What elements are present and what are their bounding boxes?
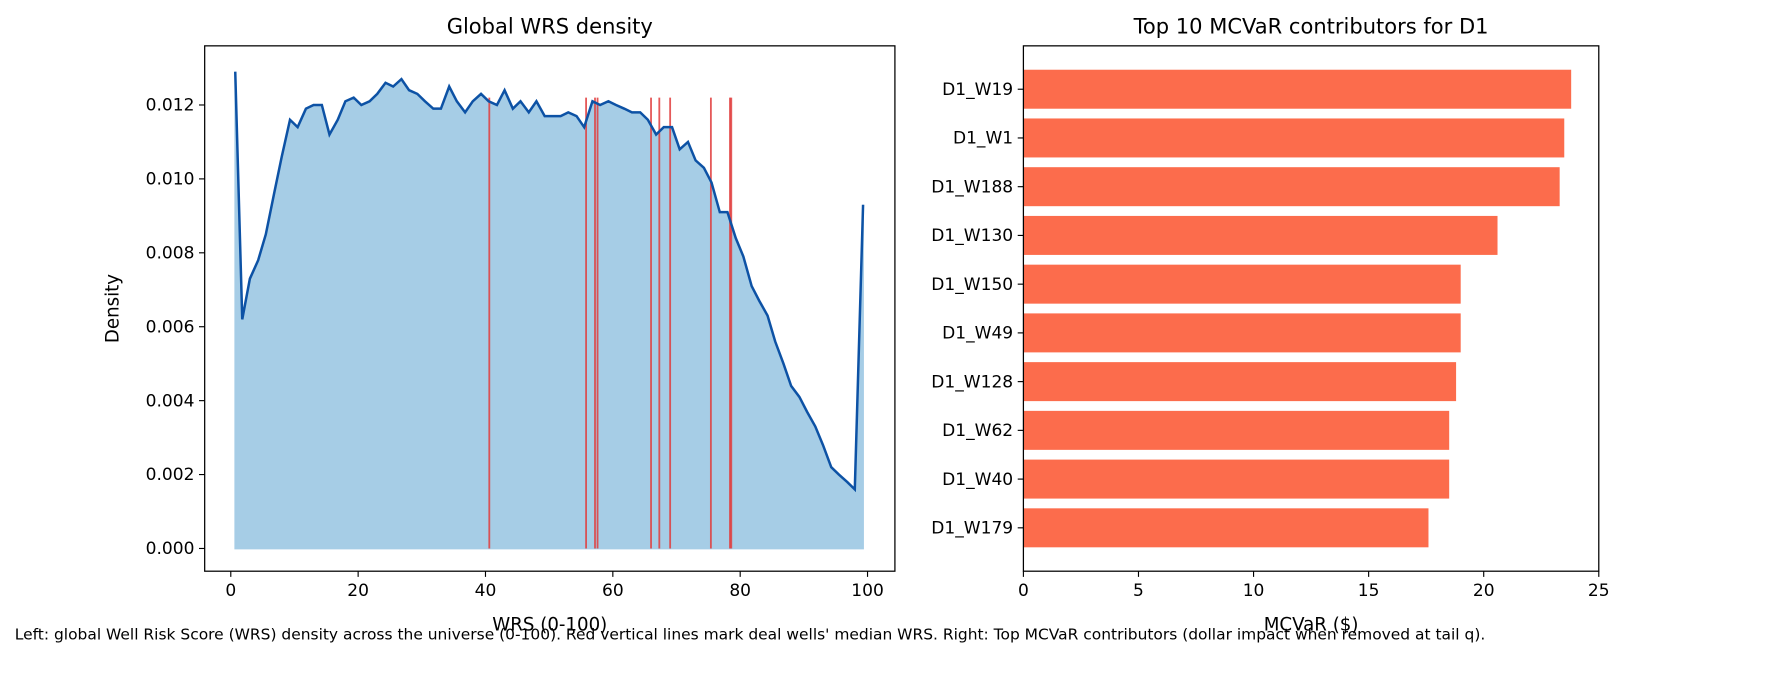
x-tick-label: 20 xyxy=(1473,581,1495,601)
bar xyxy=(1023,118,1565,158)
y-tick-label: 0.008 xyxy=(146,243,195,263)
y-tick-label: D1_W49 xyxy=(942,324,1013,344)
x-tick-label: 10 xyxy=(1243,581,1265,601)
y-tick-label: 0.010 xyxy=(146,170,195,190)
y-tick-label: 0.000 xyxy=(146,539,195,559)
y-tick-label: D1_W179 xyxy=(931,519,1013,539)
density-area xyxy=(234,71,864,550)
y-tick-label: D1_W19 xyxy=(942,80,1013,100)
chart-title: Top 10 MCVaR contributors for D1 xyxy=(1133,13,1489,38)
bar xyxy=(1023,459,1450,499)
x-tick-label: 40 xyxy=(475,581,497,601)
y-tick-label: 0.012 xyxy=(146,96,195,116)
y-tick-label: D1_W62 xyxy=(942,421,1013,441)
y-tick-label: 0.002 xyxy=(146,465,195,485)
x-tick-label: 5 xyxy=(1133,581,1144,601)
bar xyxy=(1023,264,1461,304)
caption-box: Left: global Well Risk Score (WRS) densi… xyxy=(14,625,1486,644)
axes-frame xyxy=(204,45,896,572)
bar xyxy=(1023,362,1457,402)
density-line xyxy=(233,71,865,493)
y-tick-label: D1_W150 xyxy=(931,275,1013,295)
x-tick-label: 0 xyxy=(225,581,236,601)
bar xyxy=(1023,410,1450,450)
caption: Left: global Well Risk Score (WRS) densi… xyxy=(14,625,1486,644)
y-tick-label: D1_W188 xyxy=(931,177,1013,197)
chart-title: Global WRS density xyxy=(447,13,653,38)
x-tick-label: 80 xyxy=(729,581,751,601)
y-axis-label: Density xyxy=(102,274,123,343)
bar xyxy=(1023,215,1498,255)
x-tick-label: 20 xyxy=(347,581,369,601)
x-tick-label: 15 xyxy=(1358,581,1380,601)
x-tick-label: 25 xyxy=(1588,581,1610,601)
bar xyxy=(1023,508,1429,548)
bar xyxy=(1023,167,1560,207)
axes-frame xyxy=(1022,45,1600,572)
y-tick-label: D1_W40 xyxy=(942,470,1013,490)
y-tick-label: D1_W1 xyxy=(953,129,1013,149)
x-axis-label: MCVaR ($) xyxy=(1264,614,1359,635)
bar xyxy=(1023,313,1461,353)
y-tick-label: D1_W130 xyxy=(931,226,1013,246)
y-tick-label: D1_W128 xyxy=(931,372,1013,392)
x-tick-label: 100 xyxy=(851,581,884,601)
y-tick-label: 0.006 xyxy=(146,317,195,337)
x-axis-label: WRS (0-100) xyxy=(492,614,607,635)
x-tick-label: 60 xyxy=(602,581,624,601)
bar xyxy=(1023,69,1572,109)
x-tick-label: 0 xyxy=(1018,581,1029,601)
y-tick-label: 0.004 xyxy=(146,391,195,411)
